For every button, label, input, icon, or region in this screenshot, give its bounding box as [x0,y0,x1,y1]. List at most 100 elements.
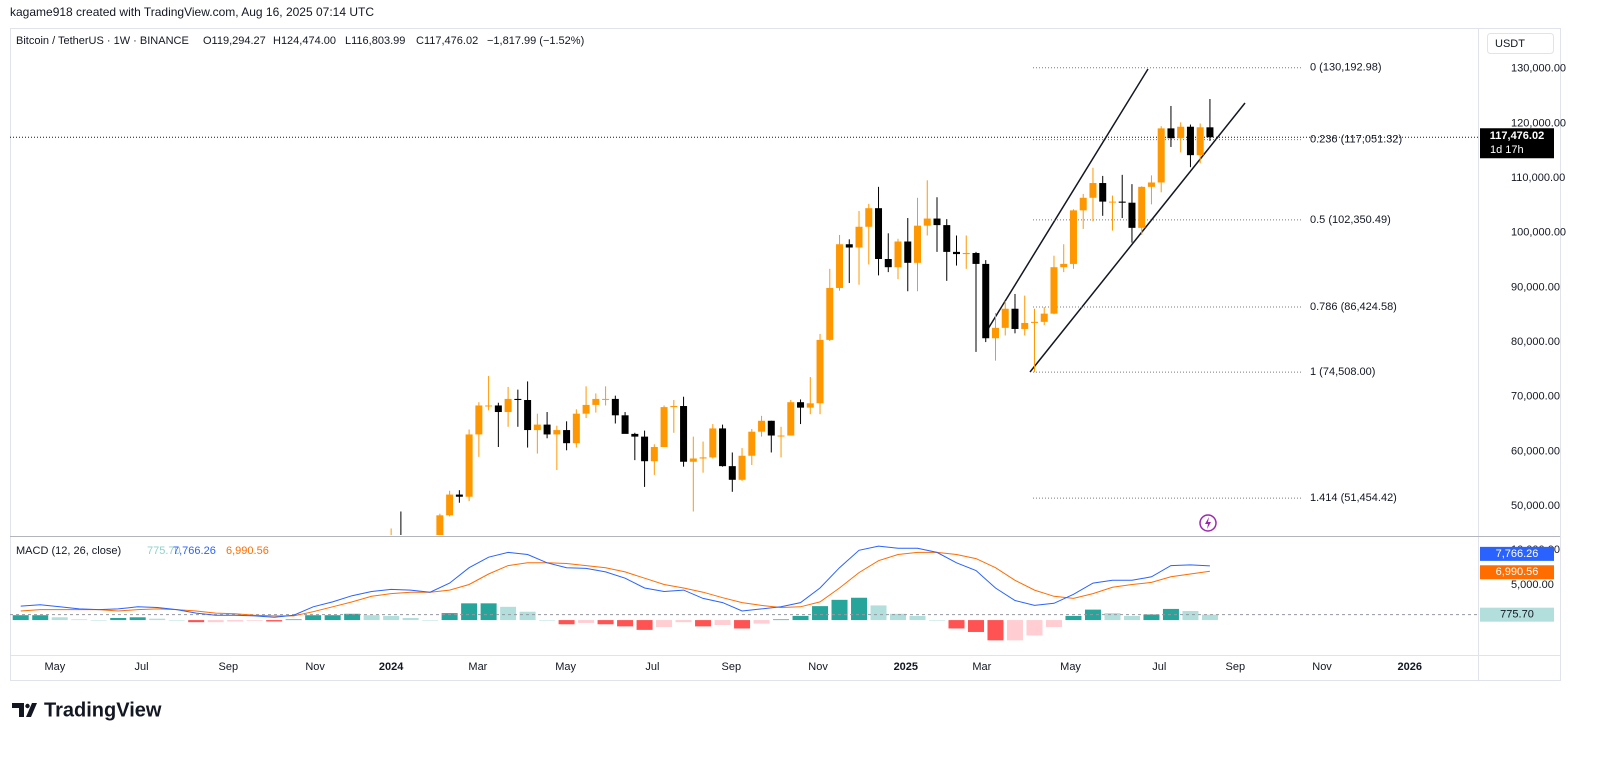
x-tick-label: May [1060,661,1081,673]
macd-histogram-bar [1143,614,1160,621]
candle-body [1128,202,1136,228]
candle-body [582,404,590,414]
macd-histogram-bar [1065,615,1082,621]
macd-tag: 6,990.56 [1496,566,1539,578]
fib-label: 1 (74,508.00) [1310,366,1375,378]
macd-histogram-bar [773,619,790,621]
macd-histogram-bar [207,620,224,623]
candle-body [1079,197,1087,211]
y-tick-label: 60,000.00 [1511,445,1560,457]
macd-tag-bg [1480,565,1554,580]
macd-histogram-bar [753,620,770,624]
candle-body [436,515,444,535]
fib-label: 1.414 (51,454.42) [1310,492,1397,504]
macd-histogram-bar [929,620,946,621]
candle-body [836,244,844,288]
candle-body [602,398,610,400]
x-tick-label: Sep [722,661,742,673]
macd-histogram-bar [987,620,1004,641]
candles [10,67,1478,535]
candle-body [543,424,551,435]
x-tick-label: Sep [219,661,239,673]
ohlc-close: C117,476.02 [416,35,478,47]
candle-body [1050,267,1058,314]
macd-histogram-bar [578,620,595,623]
macd-histogram-bar [383,615,400,621]
candle-body [1167,128,1175,139]
candle-body [553,430,561,435]
macd-histogram-bar [422,620,439,621]
macd-histogram-bar [227,620,244,622]
y-tick-label: 90,000.00 [1511,281,1560,293]
macd-histogram-bar [51,617,68,621]
candle-body [650,447,658,462]
candle-body [1147,182,1155,187]
macd-histogram-bar [1182,611,1199,621]
candle-body [465,434,473,497]
candle-body [855,226,863,248]
macd-histogram-bar [480,603,497,621]
macd-histogram-bar [909,615,926,621]
candle-body [845,244,853,248]
macd-tag: 7,766.26 [1496,548,1539,560]
candle-body [923,218,931,226]
candle-body [455,494,463,497]
x-tick-label: 2025 [894,661,918,673]
candle-body [475,405,483,435]
candle-body [738,455,746,480]
alert-icon[interactable] [1199,514,1217,532]
candle-body [1089,183,1097,198]
brand-logo [12,703,37,717]
candle-body [933,218,941,226]
candle-body [728,466,736,480]
macd-histogram-bar [1026,620,1043,636]
candle-body [884,258,892,268]
candle-body [1011,308,1019,329]
macd-histogram-bar [266,620,283,622]
candle-body [572,413,580,444]
y-tick-label: 80,000.00 [1511,336,1560,348]
candle-body [962,252,970,255]
currency-box[interactable] [1487,33,1554,54]
macd-histogram-bar [967,620,984,632]
candle-body [1040,313,1048,322]
macd-histogram-bar [734,620,751,629]
x-tick-label: Nov [305,661,325,673]
macd-histogram-bar [831,599,848,621]
candle-body [641,436,649,462]
x-tick-label: May [555,661,576,673]
candle-body [1001,308,1009,328]
x-tick-label: Sep [1225,661,1245,673]
candle-body [1118,201,1126,203]
macd-histogram-bar [285,619,302,621]
ohlc-low: L116,803.99 [345,35,405,47]
brand: TradingView [44,699,162,721]
macd-histogram-bar [1123,615,1140,621]
macd-histogram-bar [890,613,907,621]
channel-upper [982,68,1149,338]
price-tag-bg [1480,128,1554,159]
macd-histogram-bar [461,603,478,621]
macd-tick-label: 5,000.00 [1511,579,1554,591]
x-tick-label: Nov [1312,661,1332,673]
macd-tag-bg [1480,546,1554,561]
candle-body [689,458,697,462]
macd-histogram-bar [168,620,185,621]
macd-histogram-bar [714,620,731,625]
candle-body [982,263,990,339]
y-tick-label: 70,000.00 [1511,391,1560,403]
macd-histogram-bar [1201,614,1218,621]
candle-body [1157,128,1165,183]
macd-histogram-bar [636,620,653,630]
candle-body [1021,322,1029,329]
x-tick-label: Jul [645,661,659,673]
x-tick-label: May [44,661,65,673]
currency[interactable]: USDT [1495,38,1525,50]
candle-body [514,398,522,401]
candle-body [485,405,493,407]
macd-histogram-bar [539,620,556,621]
drawings [982,68,1246,373]
macd-histogram-bar [870,605,887,621]
candle-body [1206,127,1214,138]
